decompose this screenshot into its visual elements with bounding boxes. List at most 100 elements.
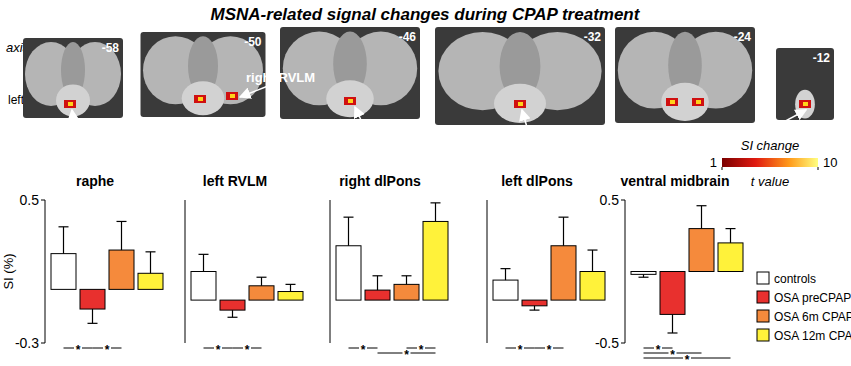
colorbar-tick [818,167,819,170]
error-stem [592,250,593,271]
error-bar [117,221,127,250]
colorbar-tick [722,167,723,170]
legend-label: controls [774,272,816,286]
bar [580,272,605,301]
significance-label: * [547,343,552,357]
bar [365,290,390,300]
significance-line [349,348,360,349]
error-bar [697,206,707,229]
bar [522,300,547,306]
figure-title: MSNA-related signal changes during CPAP … [211,5,641,24]
colorbar-tick-label: 10 [823,155,837,170]
significance-line [82,348,93,349]
error-stem [672,314,673,333]
colorbar [722,158,818,167]
activation-core [518,102,523,106]
plot-area [191,254,303,317]
y-tick [621,343,625,344]
bar [51,254,76,290]
bar [631,272,656,275]
bar [336,246,361,300]
y-tick-label: 0.5 [20,192,40,208]
significance-line [535,348,546,349]
error-bar [199,254,209,271]
error-stem [232,310,233,317]
error-cap [117,221,127,222]
error-cap [199,254,209,255]
error-bar [726,229,736,243]
bar [689,229,714,272]
significance-line [378,353,403,354]
plot-area [336,203,448,300]
error-cap [639,277,649,278]
legend: controlsOSA preCPAPOSA 6m CPAPOSA 12m CP… [757,272,851,343]
y-axis [487,200,488,343]
slice-label: -24 [734,30,752,44]
bar [220,300,245,310]
error-bar [59,227,69,254]
error-stem [290,284,291,291]
significance-bracket: * [644,343,673,357]
bar-chart: left RVLM** [185,173,303,357]
slice-label: -58 [102,41,120,55]
significance-label: * [518,343,523,357]
error-cap [146,251,156,252]
significance-line [411,353,436,354]
significance-label: * [404,348,409,362]
error-stem [701,206,702,229]
bar [109,250,134,289]
error-bar [559,217,569,246]
brainstem [661,83,709,121]
error-cap [286,284,296,285]
plot-area [51,221,163,323]
significance-line [64,348,75,349]
significance-bracket: * [378,348,436,362]
error-cap [668,332,678,333]
significance-line [425,348,436,349]
y-axis [45,200,46,343]
error-cap [697,205,707,206]
significance-line [93,348,104,349]
chart-title: raphe [76,173,114,189]
bar [660,272,685,315]
error-stem [261,277,262,286]
error-cap [228,317,238,318]
y-tick [41,200,45,201]
slice-background [435,27,605,125]
colorbar-tick-label: 1 [710,155,717,170]
slice-label: -12 [813,51,831,65]
bar-chart: left dlPons** [487,173,605,357]
bar [278,292,303,301]
pointer-arrow [240,86,268,97]
error-bar [286,284,296,291]
significance-label: * [419,343,424,357]
error-cap [344,217,354,218]
significance-line [251,348,262,349]
y-axis [330,200,331,343]
legend-label: OSA 6m CPAP [774,310,851,324]
bar [249,286,274,300]
significance-label: * [245,343,250,357]
error-stem [348,217,349,246]
error-stem [150,252,151,273]
significance-line [644,353,669,354]
significance-bracket: * [64,343,93,357]
significance-bracket: * [644,348,702,362]
activation-blob [514,100,526,108]
brain-slice [435,27,605,125]
error-cap [88,323,98,324]
slice-label: -46 [399,30,417,44]
bar-chart: right dlPons*** [330,173,448,362]
pointer-arrow [72,110,80,172]
significance-bracket: * [349,343,378,357]
pointer-arrow [355,107,385,172]
error-bar [588,250,598,271]
significance-bracket: * [233,343,262,357]
error-bar [344,217,354,246]
error-stem [121,221,122,250]
error-stem [406,276,407,285]
y-tick-label: 0.5 [600,192,620,208]
bar-chart: ventral midbrain-0.50.5*** [595,173,743,366]
bar [718,243,743,272]
activation-core [68,102,73,106]
